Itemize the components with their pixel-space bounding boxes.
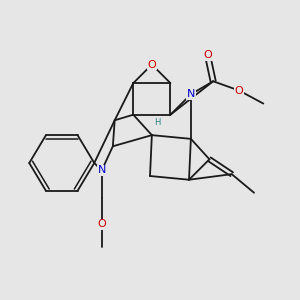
Text: O: O xyxy=(203,50,212,60)
Text: N: N xyxy=(187,89,195,99)
Text: O: O xyxy=(97,219,106,229)
Text: O: O xyxy=(235,85,244,96)
Text: H: H xyxy=(154,118,161,127)
Text: O: O xyxy=(148,59,156,70)
Text: N: N xyxy=(98,165,106,176)
